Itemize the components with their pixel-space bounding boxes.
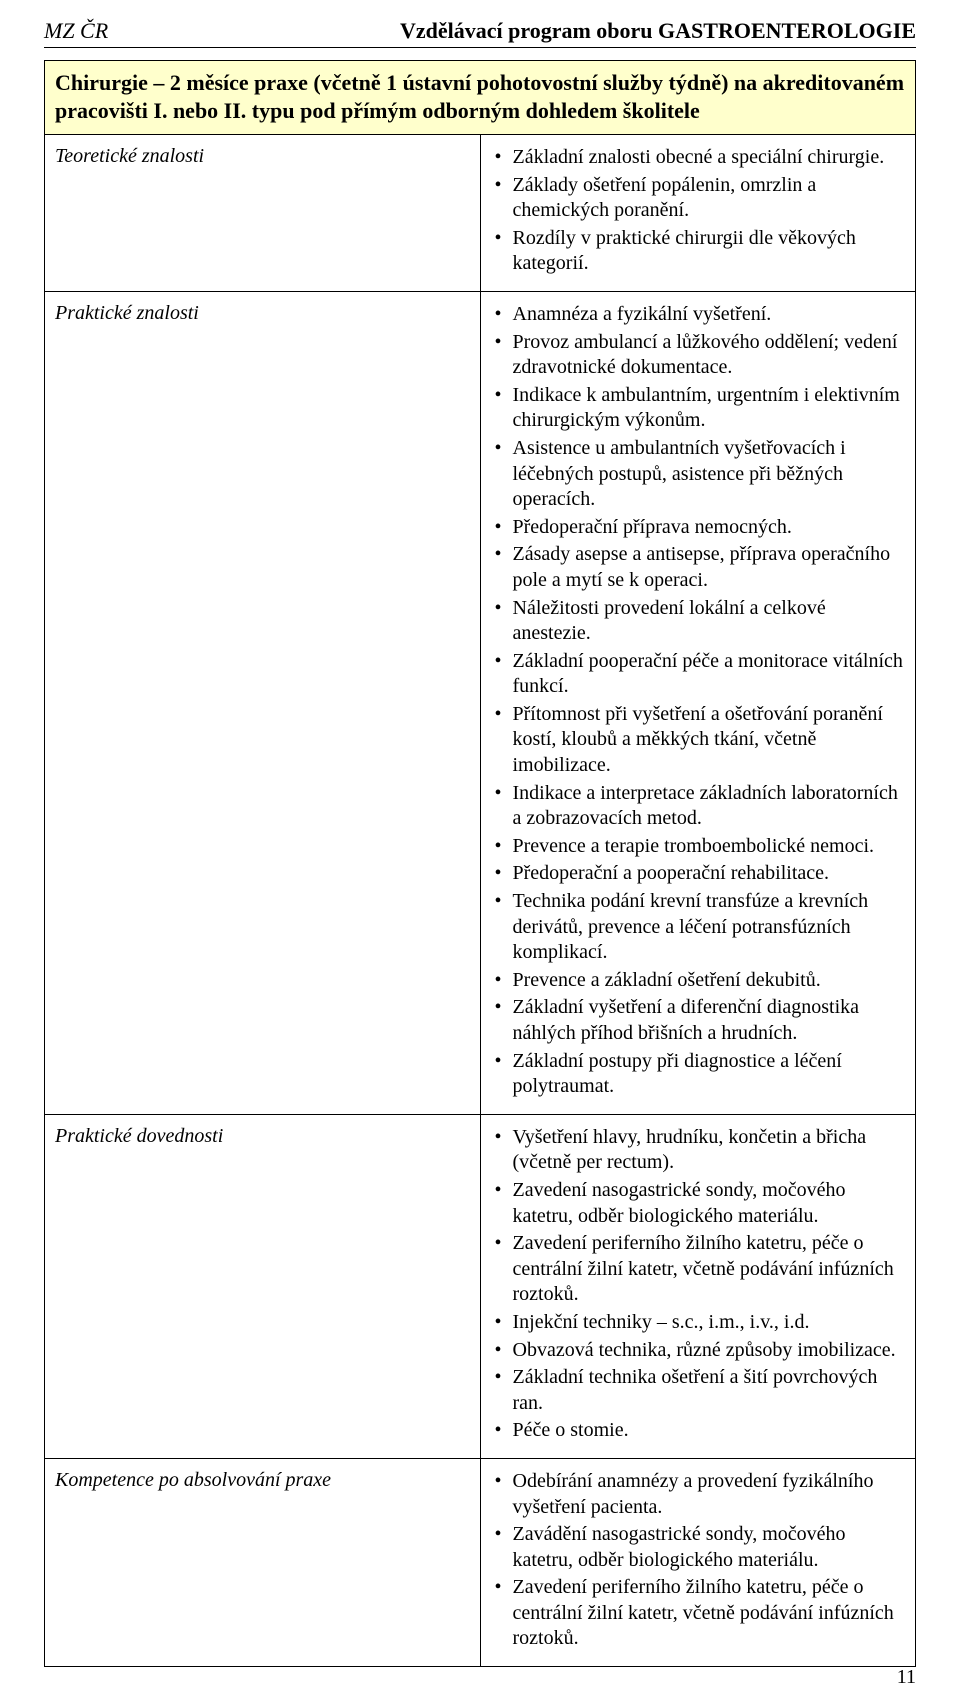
bullet-list: Vyšetření hlavy, hrudníku, končetin a bř… (491, 1125, 906, 1444)
row-label: Kompetence po absolvování praxe (45, 1458, 481, 1666)
page-number: 11 (897, 1666, 916, 1689)
row-label: Teoretické znalosti (45, 135, 481, 292)
row-content: Anamnéza a fyzikální vyšetření. Provoz a… (480, 291, 916, 1114)
list-item: Indikace k ambulantním, urgentním i elek… (491, 383, 906, 434)
list-item: Náležitosti provedení lokální a celkové … (491, 596, 906, 647)
list-item: Základní pooperační péče a monitorace vi… (491, 649, 906, 700)
page: MZ ČR Vzdělávací program oboru GASTROENT… (0, 0, 960, 1707)
row-prakticke-dovednosti: Praktické dovednosti Vyšetření hlavy, hr… (45, 1114, 916, 1458)
list-item: Technika podání krevní transfúze a krevn… (491, 889, 906, 966)
header-left: MZ ČR (44, 18, 108, 44)
list-item: Obvazová technika, různé způsoby imobili… (491, 1338, 906, 1364)
list-item: Zavádění nasogastrické sondy, močového k… (491, 1522, 906, 1573)
row-content: Základní znalosti obecné a speciální chi… (480, 135, 916, 292)
list-item: Základní vyšetření a diferenční diagnost… (491, 995, 906, 1046)
row-content: Odebírání anamnézy a provedení fyzikální… (480, 1458, 916, 1666)
list-item: Základní postupy při diagnostice a léčen… (491, 1049, 906, 1100)
list-item: Provoz ambulancí a lůžkového oddělení; v… (491, 330, 906, 381)
list-item: Zavedení nasogastrické sondy, močového k… (491, 1178, 906, 1229)
bullet-list: Anamnéza a fyzikální vyšetření. Provoz a… (491, 302, 906, 1100)
list-item: Základní znalosti obecné a speciální chi… (491, 145, 906, 171)
page-header: MZ ČR Vzdělávací program oboru GASTROENT… (44, 18, 916, 48)
list-item: Základy ošetření popálenin, omrzlin a ch… (491, 173, 906, 224)
list-item: Prevence a terapie tromboembolické nemoc… (491, 834, 906, 860)
list-item: Zavedení periferního žilního katetru, pé… (491, 1575, 906, 1652)
row-label: Praktické dovednosti (45, 1114, 481, 1458)
section-banner: Chirurgie – 2 měsíce praxe (včetně 1 úst… (45, 61, 916, 135)
list-item: Předoperační a pooperační rehabilitace. (491, 861, 906, 887)
list-item: Injekční techniky – s.c., i.m., i.v., i.… (491, 1310, 906, 1336)
row-prakticke-znalosti: Praktické znalosti Anamnéza a fyzikální … (45, 291, 916, 1114)
list-item: Rozdíly v praktické chirurgii dle věkový… (491, 226, 906, 277)
list-item: Prevence a základní ošetření dekubitů. (491, 968, 906, 994)
list-item: Vyšetření hlavy, hrudníku, končetin a bř… (491, 1125, 906, 1176)
list-item: Předoperační příprava nemocných. (491, 515, 906, 541)
bullet-list: Základní znalosti obecné a speciální chi… (491, 145, 906, 277)
list-item: Indikace a interpretace základních labor… (491, 781, 906, 832)
header-right: Vzdělávací program oboru GASTROENTEROLOG… (400, 18, 916, 44)
main-table: Chirurgie – 2 měsíce praxe (včetně 1 úst… (44, 60, 916, 1667)
row-kompetence: Kompetence po absolvování praxe Odebírán… (45, 1458, 916, 1666)
list-item: Péče o stomie. (491, 1418, 906, 1444)
row-teoreticke: Teoretické znalosti Základní znalosti ob… (45, 135, 916, 292)
bullet-list: Odebírání anamnézy a provedení fyzikální… (491, 1469, 906, 1652)
list-item: Zásady asepse a antisepse, příprava oper… (491, 542, 906, 593)
list-item: Asistence u ambulantních vyšetřovacích i… (491, 436, 906, 513)
row-content: Vyšetření hlavy, hrudníku, končetin a bř… (480, 1114, 916, 1458)
list-item: Přítomnost při vyšetření a ošetřování po… (491, 702, 906, 779)
list-item: Odebírání anamnézy a provedení fyzikální… (491, 1469, 906, 1520)
list-item: Základní technika ošetření a šití povrch… (491, 1365, 906, 1416)
list-item: Anamnéza a fyzikální vyšetření. (491, 302, 906, 328)
list-item: Zavedení periferního žilního katetru, pé… (491, 1231, 906, 1308)
row-label: Praktické znalosti (45, 291, 481, 1114)
